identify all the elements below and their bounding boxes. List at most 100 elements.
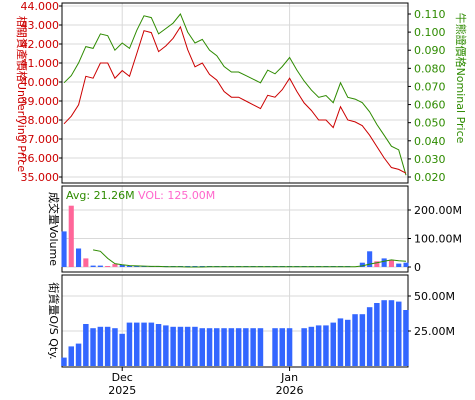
volume-avg-text: Avg: 21.26M bbox=[66, 189, 135, 202]
os-qty-bar bbox=[359, 314, 366, 366]
nominal-tick-label: 0.110 bbox=[414, 8, 446, 21]
underlying-tick-label: 41.000 bbox=[21, 57, 60, 70]
os-qty-axis-ticks: 25.00M 50.00M bbox=[408, 290, 455, 338]
os-qty-tick-label: 50.00M bbox=[414, 290, 455, 303]
volume-panel-frame bbox=[61, 185, 409, 273]
underlying-tick-label: 44.000 bbox=[21, 0, 60, 13]
os-qty-bar bbox=[286, 328, 293, 366]
os-qty-bar bbox=[323, 325, 329, 366]
underlying-tick-label: 36.000 bbox=[21, 152, 60, 165]
underlying-axis-ticks: 35.000 36.000 37.000 38.000 39.000 40.000 41.0… bbox=[21, 0, 62, 184]
os-qty-bar bbox=[184, 326, 191, 366]
os-qty-tick-label: 25.00M bbox=[414, 325, 455, 338]
underlying-axis-label: 相關資產價格Underlying Price bbox=[15, 16, 29, 172]
os-qty-bar bbox=[403, 310, 409, 366]
os-qty-bar bbox=[221, 328, 227, 366]
os-qty-bar bbox=[315, 325, 322, 366]
nominal-tick-label: 0.020 bbox=[414, 171, 446, 184]
os-qty-bar bbox=[83, 324, 89, 366]
nominal-tick-label: 0.080 bbox=[414, 62, 446, 75]
os-qty-bar bbox=[104, 326, 111, 366]
os-qty-bar bbox=[199, 328, 205, 366]
os-qty-bar bbox=[257, 328, 264, 366]
os-qty-bar bbox=[192, 326, 198, 366]
os-qty-bar bbox=[235, 328, 242, 366]
x-tick-month: Dec bbox=[112, 371, 133, 384]
nominal-axis-ticks: 0.020 0.030 0.040 0.050 0.060 0.070 0.080 0.090… bbox=[408, 8, 446, 184]
volume-bar bbox=[90, 265, 96, 267]
os-qty-bar bbox=[214, 328, 220, 366]
volume-bar bbox=[359, 262, 365, 267]
volume-panel: 0 100.00M 200.00M Avg: 21.26M VOL: 125.00M… bbox=[47, 185, 462, 274]
volume-tick-label: 100.00M bbox=[414, 233, 462, 246]
os-qty-bar bbox=[163, 325, 169, 366]
nominal-tick-label: 0.060 bbox=[414, 99, 446, 112]
os-qty-bar bbox=[352, 314, 358, 366]
os-qty-axis-label: 街貨量O/S Qty. bbox=[47, 282, 61, 359]
os-qty-bar bbox=[170, 326, 176, 366]
volume-bar bbox=[381, 258, 387, 267]
os-qty-bar bbox=[134, 322, 140, 366]
volume-axis-ticks: 0 100.00M 200.00M bbox=[408, 204, 462, 274]
os-qty-bar bbox=[272, 328, 278, 366]
os-qty-bar bbox=[279, 328, 285, 366]
underlying-tick-label: 39.000 bbox=[21, 95, 60, 108]
os-qty-panel: 25.00M 50.00M 街貨量O/S Qty. bbox=[47, 274, 455, 368]
price-panel: 35.000 36.000 37.000 38.000 39.000 40.000 41.0… bbox=[15, 0, 468, 184]
os-qty-bar bbox=[330, 322, 336, 366]
x-tick-month: Jan bbox=[280, 371, 298, 384]
volume-bar bbox=[112, 264, 118, 267]
volume-bar bbox=[76, 248, 82, 267]
volume-bar bbox=[388, 259, 394, 267]
volume-vol-text: VOL: 125.00M bbox=[138, 189, 215, 202]
os-qty-bar bbox=[250, 328, 256, 366]
volume-bar bbox=[83, 258, 89, 267]
nominal-tick-label: 0.050 bbox=[414, 117, 446, 130]
os-qty-bar bbox=[381, 300, 387, 366]
volume-bar bbox=[97, 265, 103, 267]
os-qty-bar bbox=[228, 328, 235, 366]
os-qty-bar bbox=[337, 318, 344, 366]
os-qty-bars bbox=[61, 300, 409, 366]
os-qty-bar bbox=[155, 324, 162, 366]
volume-bar bbox=[105, 266, 111, 267]
underlying-tick-label: 42.000 bbox=[21, 38, 60, 51]
os-qty-bar bbox=[112, 328, 118, 366]
nominal-tick-label: 0.070 bbox=[414, 80, 446, 93]
underlying-price-line bbox=[63, 25, 407, 174]
volume-average-line bbox=[93, 249, 407, 268]
price-grid bbox=[62, 3, 408, 183]
x-tick-year: 2026 bbox=[276, 384, 304, 397]
nominal-price-line bbox=[63, 13, 407, 176]
volume-bar bbox=[68, 205, 74, 267]
nominal-axis-label: 牛熊證價格Nominal Price bbox=[454, 13, 468, 144]
volume-bar bbox=[396, 263, 402, 267]
underlying-tick-label: 35.000 bbox=[21, 171, 60, 184]
volume-tick-label: 0 bbox=[414, 261, 421, 274]
os-qty-bar bbox=[148, 322, 155, 366]
os-qty-bar bbox=[61, 357, 67, 366]
nominal-tick-label: 0.090 bbox=[414, 44, 446, 57]
underlying-tick-label: 43.000 bbox=[21, 19, 60, 32]
nominal-tick-label: 0.030 bbox=[414, 153, 446, 166]
underlying-tick-label: 40.000 bbox=[21, 76, 60, 89]
volume-bar bbox=[61, 231, 67, 267]
volume-bar bbox=[134, 266, 140, 267]
os-qty-bar bbox=[177, 326, 184, 366]
os-qty-bar bbox=[388, 300, 395, 366]
volume-axis-label: 成交量Volume bbox=[47, 192, 61, 266]
os-qty-bar bbox=[396, 301, 402, 366]
volume-bar bbox=[403, 262, 409, 267]
nominal-tick-label: 0.100 bbox=[414, 26, 446, 39]
volume-tick-label: 200.00M bbox=[414, 204, 462, 217]
os-qty-bar bbox=[141, 322, 147, 366]
volume-bar bbox=[367, 251, 373, 267]
os-qty-bar bbox=[301, 328, 307, 366]
os-qty-bar bbox=[126, 322, 133, 366]
os-qty-bar bbox=[97, 326, 104, 366]
os-qty-bar bbox=[366, 307, 373, 366]
os-qty-bar bbox=[68, 346, 74, 366]
os-qty-bar bbox=[374, 303, 380, 366]
